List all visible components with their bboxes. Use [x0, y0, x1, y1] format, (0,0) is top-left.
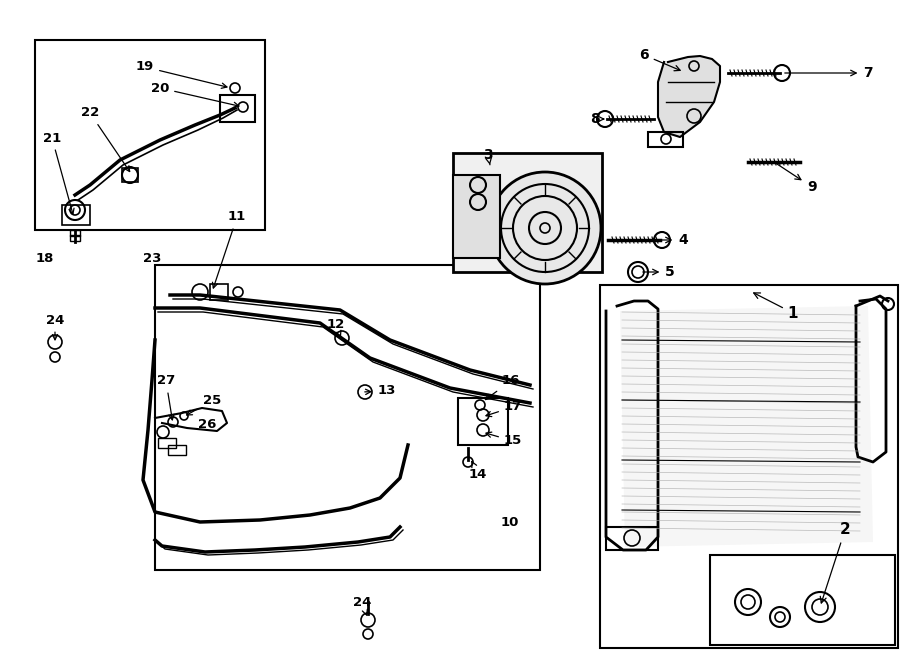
Polygon shape — [453, 175, 500, 258]
Text: 15: 15 — [486, 432, 522, 447]
Text: 18: 18 — [36, 251, 54, 264]
Text: 27: 27 — [157, 375, 176, 420]
Text: 5: 5 — [643, 265, 675, 279]
Text: 9: 9 — [777, 163, 817, 194]
Text: 19: 19 — [136, 61, 227, 89]
Text: 16: 16 — [485, 375, 520, 399]
Polygon shape — [453, 153, 602, 272]
Text: 21: 21 — [43, 132, 74, 214]
Text: 3: 3 — [483, 148, 493, 165]
Text: 12: 12 — [327, 319, 345, 337]
Text: 10: 10 — [500, 516, 519, 529]
Text: 6: 6 — [639, 48, 680, 71]
Text: 24: 24 — [353, 596, 371, 615]
Text: 7: 7 — [785, 66, 873, 80]
Polygon shape — [620, 306, 873, 547]
Text: 2: 2 — [820, 522, 850, 603]
Text: 14: 14 — [469, 461, 487, 481]
Text: 26: 26 — [198, 418, 216, 430]
Text: 22: 22 — [81, 106, 130, 172]
Text: 8: 8 — [590, 112, 604, 126]
Text: 13: 13 — [364, 385, 396, 397]
Text: 17: 17 — [486, 401, 522, 416]
Text: 4: 4 — [658, 233, 688, 247]
Polygon shape — [658, 56, 720, 137]
Circle shape — [489, 172, 601, 284]
Text: 20: 20 — [151, 81, 238, 108]
Text: 11: 11 — [212, 210, 246, 288]
Text: 23: 23 — [143, 251, 161, 264]
Text: 25: 25 — [186, 395, 221, 415]
Text: 1: 1 — [753, 293, 798, 321]
Text: 24: 24 — [46, 313, 64, 340]
